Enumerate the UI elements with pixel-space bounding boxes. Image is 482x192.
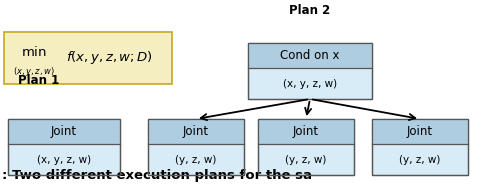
Text: Joint: Joint xyxy=(407,125,433,138)
FancyBboxPatch shape xyxy=(372,119,468,144)
Text: Plan 1: Plan 1 xyxy=(18,74,59,87)
Text: Joint: Joint xyxy=(51,125,77,138)
FancyBboxPatch shape xyxy=(372,119,468,175)
FancyBboxPatch shape xyxy=(258,119,354,144)
Text: Joint: Joint xyxy=(183,125,209,138)
Text: $f(x, y, z, w; D)$: $f(x, y, z, w; D)$ xyxy=(66,50,152,66)
FancyBboxPatch shape xyxy=(8,119,120,175)
Text: : Two different execution plans for the sa: : Two different execution plans for the … xyxy=(2,169,312,182)
FancyBboxPatch shape xyxy=(258,119,354,175)
Text: Cond on x: Cond on x xyxy=(280,49,340,62)
Text: (y, z, w): (y, z, w) xyxy=(175,155,217,165)
Text: (y, z, w): (y, z, w) xyxy=(285,155,327,165)
FancyBboxPatch shape xyxy=(248,43,372,68)
Text: $\min$: $\min$ xyxy=(21,45,47,59)
FancyBboxPatch shape xyxy=(4,32,172,84)
Text: Plan 2: Plan 2 xyxy=(289,4,331,17)
FancyBboxPatch shape xyxy=(8,119,120,144)
FancyBboxPatch shape xyxy=(148,119,244,175)
Text: $(x,y,z,w)$: $(x,y,z,w)$ xyxy=(13,65,55,78)
Text: (x, y, z, w): (x, y, z, w) xyxy=(283,79,337,89)
Text: (x, y, z, w): (x, y, z, w) xyxy=(37,155,91,165)
Text: Joint: Joint xyxy=(293,125,319,138)
FancyBboxPatch shape xyxy=(148,119,244,144)
FancyBboxPatch shape xyxy=(248,43,372,99)
Text: (y, z, w): (y, z, w) xyxy=(399,155,441,165)
